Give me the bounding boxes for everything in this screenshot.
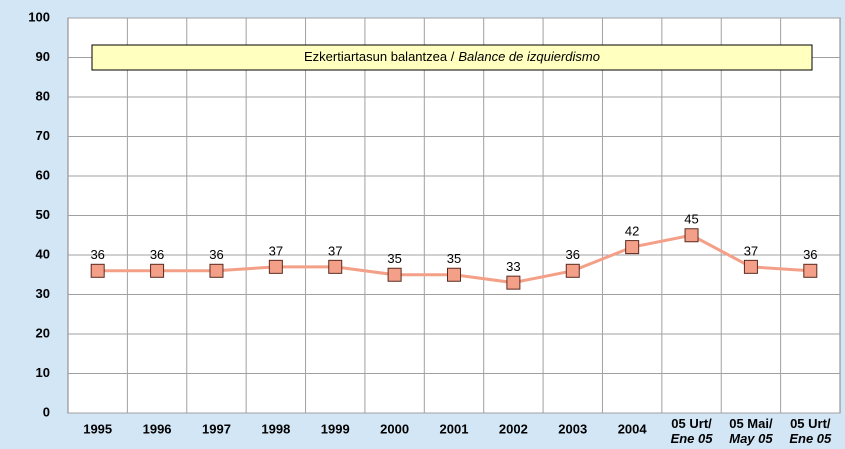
x-tick-line: 05 Mai/ — [729, 416, 773, 431]
marker — [506, 275, 521, 290]
value-label: 45 — [684, 212, 698, 227]
marker — [328, 259, 343, 274]
annotation: Ezkertiartasun balantzea / Balance de izq… — [304, 49, 600, 64]
y-tick-label: 100 — [28, 9, 50, 24]
y-tick-label: 50 — [36, 207, 50, 222]
value-label: 37 — [269, 243, 283, 258]
marker — [150, 263, 165, 278]
marker — [209, 263, 224, 278]
value-label: 37 — [744, 243, 758, 258]
x-tick-label: 2003 — [558, 421, 587, 436]
x-tick-label: 1997 — [202, 421, 231, 436]
y-tick-label: 80 — [36, 88, 50, 103]
value-label: 36 — [803, 247, 817, 262]
annotation-part: Ezkertiartasun balantzea / — [304, 49, 455, 64]
x-tick-label: 2002 — [499, 421, 528, 436]
y-tick-label: 20 — [36, 325, 50, 340]
value-label: 36 — [90, 247, 104, 262]
x-tick-label: 05 Mai/May 05 — [729, 416, 773, 446]
marker — [447, 267, 461, 282]
y-tick-label: 90 — [36, 49, 50, 64]
x-tick-label: 1999 — [321, 421, 350, 436]
x-tick-label: 2000 — [380, 421, 409, 436]
value-label: 36 — [209, 247, 223, 262]
y-tick-label: 60 — [36, 167, 50, 182]
x-tick-line: Ene 05 — [671, 431, 714, 446]
y-tick-label: 10 — [36, 365, 50, 380]
marker — [743, 259, 758, 274]
y-tick-label: 70 — [36, 128, 50, 143]
marker — [268, 259, 283, 274]
value-label: 35 — [447, 251, 461, 266]
marker — [684, 228, 699, 243]
annotation-box — [91, 44, 813, 71]
marker — [803, 263, 818, 278]
x-tick-label: 05 Urt/Ene 05 — [789, 416, 832, 446]
x-tick-label: 1996 — [143, 421, 172, 436]
x-tick-line: 05 Urt/ — [671, 416, 712, 431]
y-tick-label: 30 — [36, 286, 50, 301]
value-label: 35 — [387, 251, 401, 266]
marker — [625, 240, 640, 255]
x-tick-label: 1998 — [261, 421, 290, 436]
value-label: 36 — [566, 247, 580, 262]
y-tick-label: 40 — [36, 246, 50, 261]
marker — [387, 267, 402, 282]
marker — [90, 263, 105, 278]
annotation-part: Balance de izquierdismo — [458, 49, 600, 64]
x-tick-line: May 05 — [729, 431, 773, 446]
x-tick-label: 05 Urt/Ene 05 — [671, 416, 714, 446]
value-label: 37 — [328, 243, 342, 258]
x-tick-label: 1995 — [83, 421, 112, 436]
value-label: 42 — [625, 224, 639, 239]
y-tick-label: 0 — [43, 404, 50, 419]
x-tick-line: 05 Urt/ — [790, 416, 831, 431]
x-tick-line: Ene 05 — [789, 431, 832, 446]
value-label: 33 — [506, 259, 520, 274]
x-tick-label: 2001 — [440, 421, 469, 436]
x-tick-label: 2004 — [618, 421, 648, 436]
value-label: 36 — [150, 247, 164, 262]
marker — [565, 263, 580, 278]
